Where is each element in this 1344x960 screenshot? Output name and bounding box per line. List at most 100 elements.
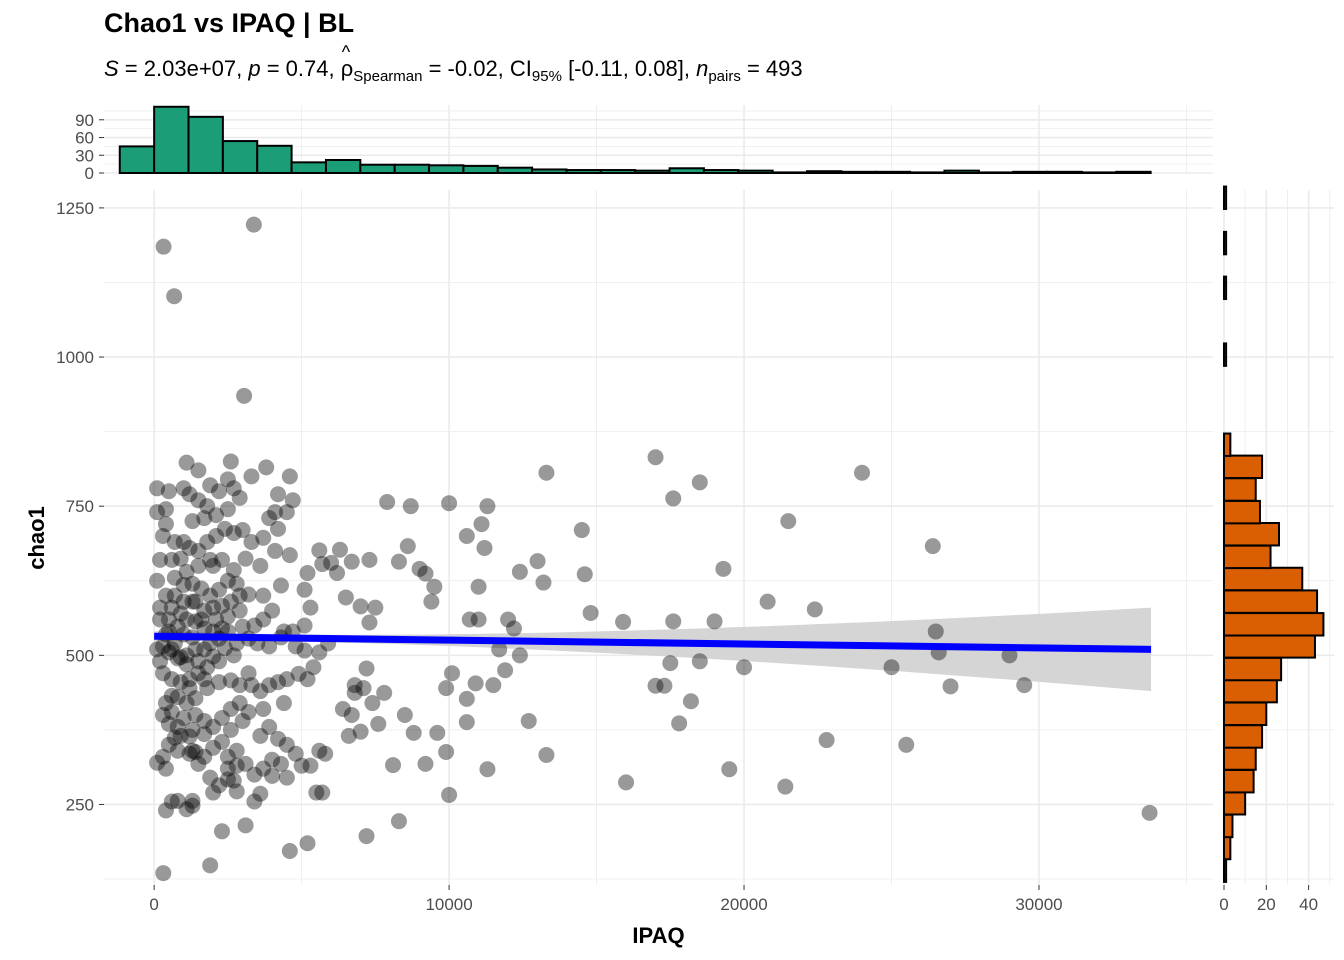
scatter-point — [190, 653, 207, 670]
stat-s-value: = 2.03e+07, — [118, 56, 249, 81]
scatter-point — [438, 743, 455, 760]
scatter-point — [175, 576, 192, 593]
scatter-point — [160, 611, 177, 628]
scatter-point — [190, 462, 207, 479]
top-hist-bar — [187, 115, 224, 174]
scatter-point — [211, 653, 228, 670]
scatter-point — [196, 748, 213, 765]
scatter-point — [255, 611, 272, 628]
scatter-point — [429, 724, 446, 741]
top-hist-bar — [702, 169, 740, 174]
scatter-point — [314, 556, 331, 573]
scatter-point — [942, 678, 959, 695]
scatter-point — [211, 581, 228, 598]
scatter-point — [458, 714, 475, 731]
y-tick-label: 750 — [66, 497, 94, 516]
scatter-point — [261, 638, 278, 655]
scatter-point — [213, 551, 230, 568]
scatter-point — [160, 736, 177, 753]
scatter-point — [234, 522, 251, 539]
scatter-point — [236, 387, 253, 404]
y-tick-label: 1250 — [56, 199, 94, 218]
scatter-point — [213, 733, 230, 750]
scatter-point — [576, 566, 593, 583]
scatter-point — [152, 611, 169, 628]
scatter-point — [178, 801, 195, 818]
scatter-point — [225, 480, 242, 497]
scatter-point — [267, 504, 284, 521]
scatter-point — [367, 599, 384, 616]
scatter-point — [163, 599, 180, 616]
scatter-point — [270, 486, 287, 503]
scatter-point — [154, 528, 171, 545]
top-hist-bar — [1046, 170, 1083, 175]
scatter-point — [358, 828, 375, 845]
scatter-point — [485, 677, 502, 694]
y-tick-label: 250 — [66, 795, 94, 814]
scatter-point — [216, 520, 233, 537]
scatter-point — [278, 769, 295, 786]
scatter-point — [411, 560, 428, 577]
scatter-point — [479, 498, 496, 515]
scatter-point — [500, 611, 517, 628]
scatter-point — [240, 703, 257, 720]
scatter-point — [240, 665, 257, 682]
scatter-point — [656, 677, 673, 694]
scatter-point — [361, 551, 378, 568]
scatter-point — [228, 742, 245, 759]
scatter-point — [243, 468, 260, 485]
scatter-point — [213, 620, 230, 637]
scatter-point — [219, 501, 236, 518]
confidence-band — [154, 607, 1152, 692]
scatter-point — [154, 706, 171, 723]
scatter-point — [691, 474, 708, 491]
scatter-point — [219, 608, 236, 625]
scatter-point — [270, 730, 287, 747]
scatter-point — [163, 641, 180, 658]
scatter-point — [213, 823, 230, 840]
scatter-point — [296, 617, 313, 634]
scatter-point — [187, 690, 204, 707]
scatter-point — [278, 736, 295, 753]
scatter-point — [196, 620, 213, 637]
scatter-point — [270, 674, 287, 691]
right-hist-bar — [1223, 342, 1228, 367]
scatter-point — [806, 601, 823, 618]
scatter-point — [202, 769, 219, 786]
scatter-point — [261, 677, 278, 694]
scatter-point — [281, 842, 298, 859]
scatter-point — [208, 528, 225, 545]
scatter-point — [184, 593, 201, 610]
right-hist-bar — [1223, 813, 1234, 839]
scatter-point — [252, 727, 269, 744]
top-hist-bar — [977, 171, 1015, 174]
scatter-point — [370, 715, 387, 732]
scatter-point — [160, 715, 177, 732]
scatter-point — [671, 715, 688, 732]
right-hist-bar — [1223, 477, 1257, 502]
scatter-point — [343, 706, 360, 723]
scatter-point — [169, 689, 186, 706]
scatter-point — [538, 464, 555, 481]
scatter-point — [155, 238, 172, 255]
scatter-point — [399, 538, 416, 555]
scatter-point — [157, 802, 174, 819]
scatter-point — [219, 771, 236, 788]
trend-line — [154, 632, 1152, 653]
scatter-point — [222, 453, 239, 470]
scatter-point — [237, 817, 254, 834]
scatter-point — [222, 721, 239, 738]
scatter-point — [479, 761, 496, 778]
scatter-point — [505, 620, 522, 637]
scatter-point — [323, 554, 340, 571]
scatter-point — [190, 542, 207, 559]
scatter-point — [470, 578, 487, 595]
top-hist-bar — [840, 170, 877, 175]
scatter-point — [287, 638, 304, 655]
scatter-point — [205, 599, 222, 616]
stat-rho-sub: Spearman — [353, 68, 423, 85]
y-tick-label: 500 — [66, 646, 94, 665]
scatter-point — [219, 572, 236, 589]
scatter-point — [193, 580, 210, 597]
scatter-point — [228, 757, 245, 774]
